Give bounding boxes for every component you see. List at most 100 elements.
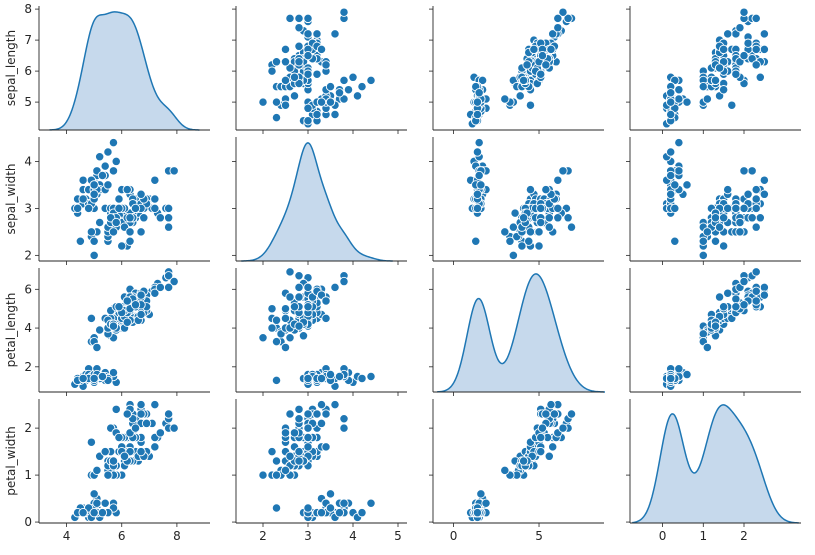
scatter-point [714,63,725,73]
scatter-point [150,194,160,204]
scatter-point [739,166,749,176]
panel-sepal_width-vs-petal_width [626,137,801,265]
scatter-point [155,213,166,223]
scatter-point [285,333,295,343]
scatter-point [89,489,99,499]
scatter-point [755,213,765,223]
scatter-point [303,442,313,452]
scatter-point [303,116,313,126]
scatter-point [321,442,331,452]
scatter-point [298,331,309,341]
scatter-point [566,409,577,419]
y-tick-label: 2 [24,360,32,374]
scatter-point [89,189,99,199]
x-tick-label: 8 [173,529,181,543]
scatter-point [751,296,761,306]
scatter-point [125,227,135,237]
panel-sepal_width-vs-sepal_width [232,137,407,265]
scatter-point [294,13,304,24]
scatter-point [97,170,108,181]
scatter-point [169,166,179,176]
scatter-point [280,313,291,324]
scatter-point [739,276,749,287]
scatter-point [108,456,119,466]
scatter-point [477,75,488,86]
scatter-point [366,75,376,86]
scatter-point [316,97,327,107]
scatter-point [525,100,536,110]
scatter-point [285,267,295,277]
scatter-point [150,175,160,185]
scatter-point [666,109,676,120]
scatter-point [92,498,102,508]
scatter-point [343,85,354,95]
scatter-point [303,69,313,79]
scatter-point [280,342,291,353]
x-tick-label: 4 [349,529,357,543]
scatter-point [84,203,94,214]
scatter-point [103,180,113,190]
scatter-point [75,236,86,246]
scatter-point [117,241,127,251]
scatter-point [751,13,761,24]
scatter-point [289,72,300,82]
scatter-point [294,78,304,89]
scatter-point [735,23,745,33]
scatter-point [136,189,146,199]
scatter-point [755,72,765,82]
scatter-point [743,38,753,48]
scatter-point [348,72,358,82]
scatter-point [702,94,713,104]
scatter-point [518,213,529,223]
scatter-point [103,470,113,480]
scatter-point [289,428,300,438]
scatter-point [289,91,300,101]
scatter-point [698,81,708,92]
scatter-point [114,194,124,204]
scatter-point [108,321,119,331]
scatter-point [529,44,539,55]
scatter-point [136,409,146,419]
y-tick-label: 2 [24,421,32,435]
scatter-point [558,7,568,17]
y-axis-label-petal_width: petal_width [4,426,18,495]
kde-line-sepal_length [49,11,200,131]
scatter-point [739,7,749,17]
scatter-point [674,85,684,95]
scatter-point [136,446,146,457]
scatter-point [271,57,282,67]
scatter-point [508,250,519,261]
scatter-point [155,428,166,438]
scatter-point [666,147,676,157]
scatter-point [541,60,551,70]
scatter-point [471,236,481,246]
scatter-point [476,489,486,499]
scatter-point [155,282,166,293]
scatter-point [723,288,733,298]
scatter-point [546,44,556,55]
scatter-point [674,166,684,176]
scatter-point [702,342,713,353]
scatter-point [267,304,277,314]
scatter-point [472,203,483,214]
scatter-point [357,373,367,384]
scatter-point [330,399,340,410]
scatter-point [289,302,300,312]
panel-sepal_length-vs-petal_width [626,6,801,134]
scatter-point [731,302,741,312]
scatter-point [334,371,345,382]
scatter-point [294,404,304,414]
scatter-point [169,276,179,287]
scatter-point [150,203,160,214]
scatter-point [312,409,322,419]
scatter-point [522,60,532,70]
scatter-point [280,57,291,67]
scatter-point [549,409,560,419]
scatter-point [303,103,313,113]
x-tick-label: 4 [63,529,71,543]
scatter-point [548,29,558,39]
scatter-point [316,418,327,429]
scatter-point [97,371,108,382]
scatter-point [303,423,313,433]
